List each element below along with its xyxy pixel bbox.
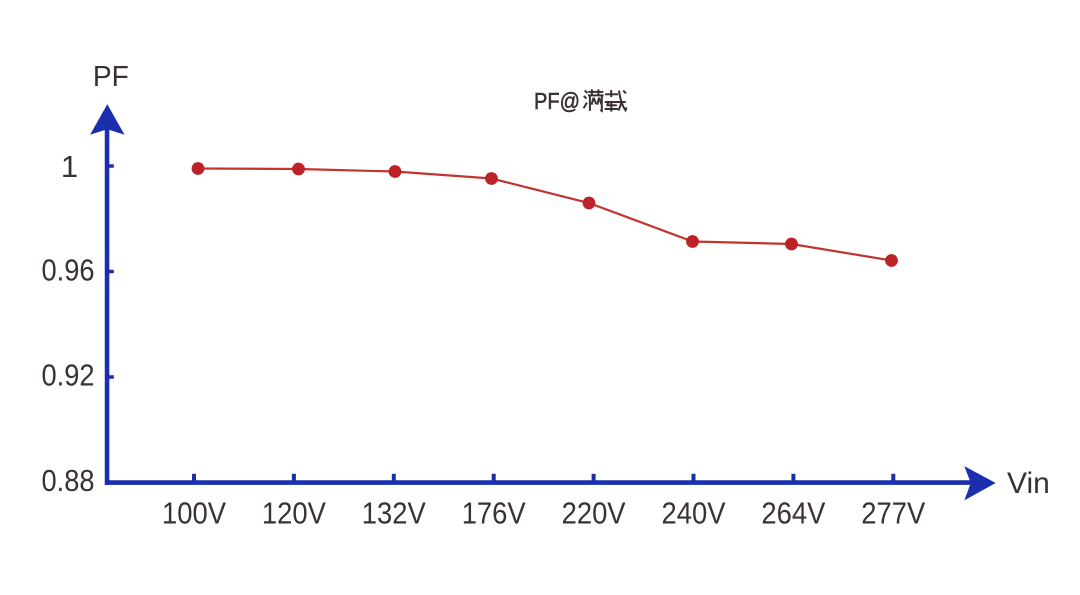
- svg-text:240V: 240V: [662, 496, 726, 531]
- svg-text:100V: 100V: [162, 496, 226, 531]
- svg-text:PF: PF: [93, 61, 129, 93]
- svg-text:220V: 220V: [562, 496, 626, 531]
- svg-text:PF@: PF@: [534, 88, 580, 114]
- svg-text:176V: 176V: [462, 496, 526, 531]
- svg-text:132V: 132V: [362, 496, 426, 531]
- svg-text:0.88: 0.88: [42, 463, 95, 498]
- svg-text:0.92: 0.92: [42, 358, 95, 393]
- svg-text:264V: 264V: [761, 496, 825, 531]
- svg-text:1: 1: [61, 149, 78, 184]
- svg-text:277V: 277V: [861, 496, 925, 531]
- svg-text:120V: 120V: [262, 496, 326, 531]
- svg-text:Vin: Vin: [1007, 467, 1050, 500]
- svg-text:0.96: 0.96: [42, 253, 95, 288]
